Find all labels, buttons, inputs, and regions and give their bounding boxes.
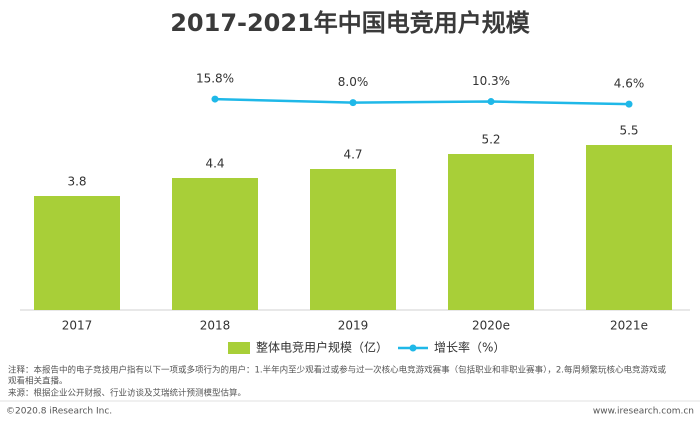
- data-label: 3.8: [67, 175, 86, 189]
- x-tick-label: 2019: [338, 319, 369, 333]
- data-label: 4.6%: [614, 77, 645, 91]
- chart-title: 2017-2021年中国电竞用户规模: [170, 9, 531, 37]
- note: 注释：本报告中的电子竞技用户指有以下一项或多项行为的用户：1.半年内至少观看过或…: [8, 365, 666, 376]
- legend-swatch: [228, 342, 250, 354]
- bar: [172, 178, 258, 310]
- data-label: 10.3%: [472, 74, 510, 88]
- data-label: 15.8%: [196, 72, 234, 86]
- data-label: 4.4: [205, 157, 224, 171]
- website: www.iresearch.com.cn: [593, 407, 694, 417]
- note: 来源：根据企业公开财报、行业访谈及艾瑞统计预测模型估算。: [8, 388, 246, 399]
- line-point: [211, 95, 219, 103]
- legend-swatch: [409, 344, 417, 352]
- note: 观看相关直播。: [8, 376, 68, 387]
- line-point: [625, 100, 633, 108]
- line-point: [349, 99, 357, 107]
- data-label: 5.2: [481, 133, 500, 147]
- legend-label: 整体电竞用户规模（亿）: [256, 340, 388, 355]
- bar: [34, 196, 120, 310]
- copyright: ©2020.8 iResearch Inc.: [6, 407, 112, 417]
- bar: [448, 154, 534, 310]
- line-point: [487, 98, 495, 106]
- x-tick-label: 2020e: [472, 319, 510, 333]
- bar: [310, 169, 396, 310]
- bar: [586, 145, 672, 310]
- line: [214, 97, 630, 106]
- data-label: 5.5: [619, 124, 638, 138]
- data-label: 4.7: [343, 148, 362, 162]
- x-tick-label: 2018: [200, 319, 231, 333]
- legend-label: 增长率（%）: [434, 340, 505, 355]
- data-label: 8.0%: [338, 75, 369, 89]
- x-tick-label: 2017: [62, 319, 93, 333]
- x-tick-label: 2021e: [610, 319, 648, 333]
